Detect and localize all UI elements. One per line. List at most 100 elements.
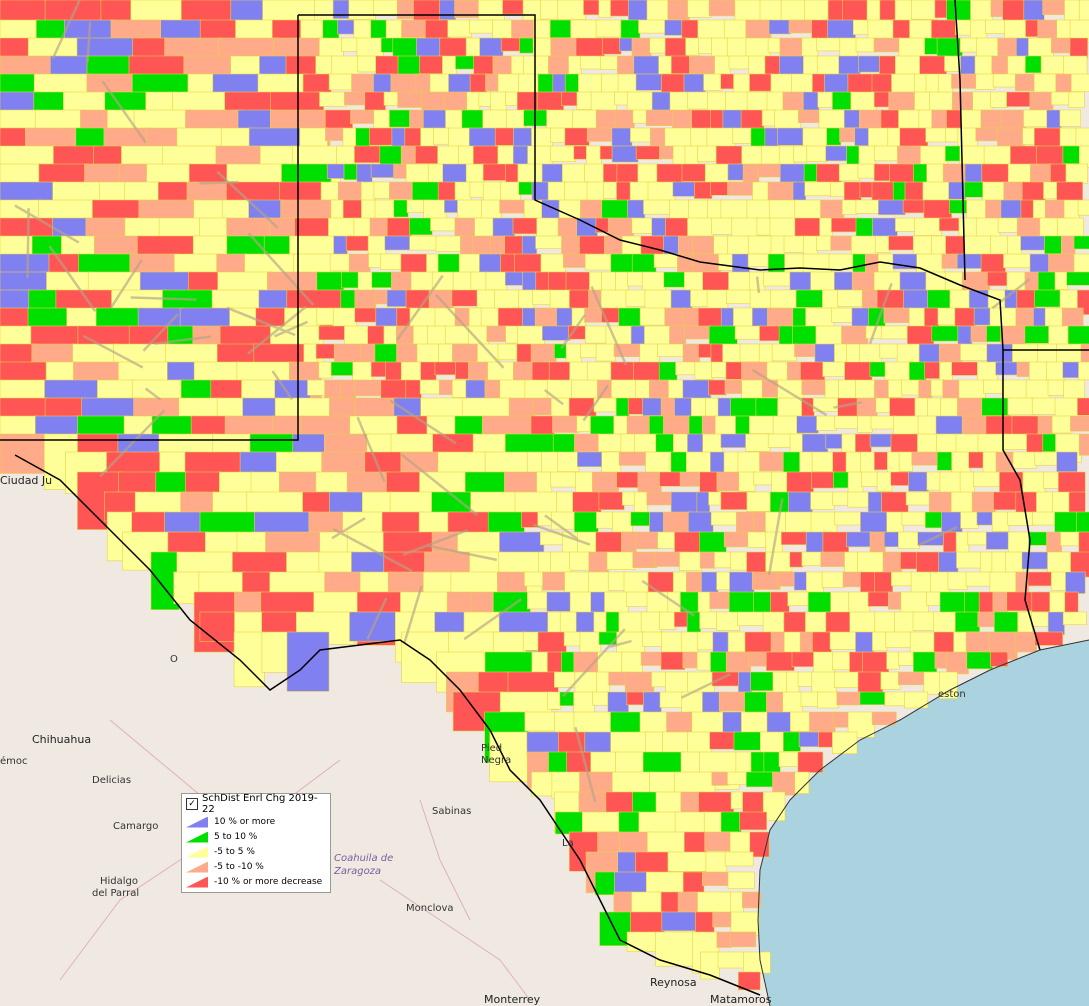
school-district[interactable] — [611, 145, 639, 163]
school-district[interactable] — [1006, 591, 1035, 612]
school-district[interactable] — [1037, 343, 1059, 365]
school-district[interactable] — [969, 19, 988, 39]
school-district[interactable] — [682, 651, 699, 669]
school-district[interactable] — [759, 451, 786, 472]
school-district[interactable] — [1047, 551, 1073, 575]
school-district[interactable] — [871, 711, 897, 726]
school-district[interactable] — [518, 73, 540, 95]
school-district[interactable] — [550, 127, 567, 143]
school-district[interactable] — [315, 343, 337, 359]
school-district[interactable] — [938, 217, 961, 232]
school-district[interactable] — [687, 511, 714, 536]
school-district[interactable] — [1007, 55, 1028, 77]
school-district[interactable] — [900, 551, 919, 570]
school-district[interactable] — [1070, 73, 1089, 93]
school-district[interactable] — [325, 127, 345, 141]
school-district[interactable] — [370, 361, 388, 377]
school-district[interactable] — [1003, 433, 1029, 450]
school-district[interactable] — [1031, 397, 1058, 415]
school-district[interactable] — [951, 73, 979, 89]
school-district[interactable] — [626, 271, 644, 287]
school-district[interactable] — [575, 471, 595, 496]
school-district[interactable] — [964, 181, 985, 198]
school-district[interactable] — [523, 109, 549, 127]
school-district[interactable] — [798, 109, 822, 123]
school-district[interactable] — [547, 691, 562, 710]
school-district[interactable] — [1032, 199, 1047, 219]
school-district[interactable] — [554, 343, 568, 359]
school-district[interactable] — [497, 73, 521, 94]
school-district[interactable] — [975, 127, 1000, 142]
school-district[interactable] — [991, 511, 1010, 532]
school-district[interactable] — [873, 163, 892, 182]
school-district[interactable] — [562, 253, 588, 268]
school-district[interactable] — [621, 491, 636, 506]
school-district[interactable] — [944, 127, 960, 143]
school-district[interactable] — [879, 343, 899, 359]
school-district[interactable] — [886, 451, 901, 475]
school-district[interactable] — [944, 145, 962, 162]
school-district[interactable] — [1016, 361, 1031, 377]
school-district[interactable] — [777, 571, 796, 587]
school-district[interactable] — [833, 271, 855, 291]
school-district[interactable] — [1060, 531, 1081, 547]
school-district[interactable] — [745, 433, 771, 452]
school-district[interactable] — [420, 361, 437, 381]
school-district[interactable] — [1034, 631, 1064, 646]
school-district[interactable] — [328, 73, 354, 91]
school-district[interactable] — [663, 511, 691, 536]
school-district[interactable] — [964, 591, 981, 616]
school-district[interactable] — [690, 289, 709, 307]
school-district[interactable] — [857, 163, 876, 179]
school-district[interactable] — [579, 55, 603, 70]
school-district[interactable] — [842, 571, 863, 588]
school-district[interactable] — [1014, 73, 1036, 92]
school-district[interactable] — [689, 55, 718, 75]
school-district[interactable] — [696, 631, 715, 651]
school-district[interactable] — [790, 73, 815, 95]
school-district[interactable] — [924, 37, 939, 55]
school-district[interactable] — [409, 217, 433, 236]
school-district[interactable] — [516, 91, 540, 112]
school-district[interactable] — [379, 253, 404, 270]
school-district[interactable] — [396, 0, 416, 20]
school-district[interactable] — [512, 217, 540, 235]
school-district[interactable] — [880, 325, 910, 340]
school-district[interactable] — [983, 379, 1005, 394]
school-district[interactable] — [728, 271, 752, 293]
school-district[interactable] — [869, 361, 887, 377]
school-district[interactable] — [956, 551, 983, 569]
school-district[interactable] — [595, 671, 610, 693]
school-district[interactable] — [870, 415, 896, 430]
school-district[interactable] — [960, 511, 979, 529]
school-district[interactable] — [761, 379, 780, 398]
school-district[interactable] — [583, 0, 601, 16]
school-district[interactable] — [549, 19, 573, 39]
school-district[interactable] — [620, 19, 641, 40]
school-district[interactable] — [724, 851, 754, 867]
school-district[interactable] — [960, 55, 977, 75]
school-district[interactable] — [373, 289, 389, 305]
school-district[interactable] — [633, 433, 658, 455]
school-district[interactable] — [973, 307, 992, 326]
school-district[interactable] — [767, 433, 793, 448]
school-district[interactable] — [405, 163, 431, 184]
school-district[interactable] — [637, 163, 659, 185]
school-district[interactable] — [596, 511, 615, 529]
school-district[interactable] — [965, 571, 993, 587]
school-district[interactable] — [590, 415, 616, 437]
school-district[interactable] — [532, 37, 553, 59]
school-district[interactable] — [633, 361, 662, 383]
school-district[interactable] — [687, 0, 712, 18]
legend-header[interactable]: ✓ SchDist Enrl Chg 2019-22 — [186, 793, 330, 815]
school-district[interactable] — [959, 37, 979, 53]
school-district[interactable] — [499, 199, 527, 214]
school-district[interactable] — [815, 235, 833, 251]
school-district[interactable] — [316, 271, 345, 293]
school-district[interactable] — [1059, 127, 1078, 147]
school-district[interactable] — [829, 631, 859, 650]
school-district[interactable] — [632, 109, 648, 124]
school-district[interactable] — [455, 55, 476, 70]
school-district[interactable] — [875, 397, 892, 413]
school-district[interactable] — [586, 127, 615, 142]
